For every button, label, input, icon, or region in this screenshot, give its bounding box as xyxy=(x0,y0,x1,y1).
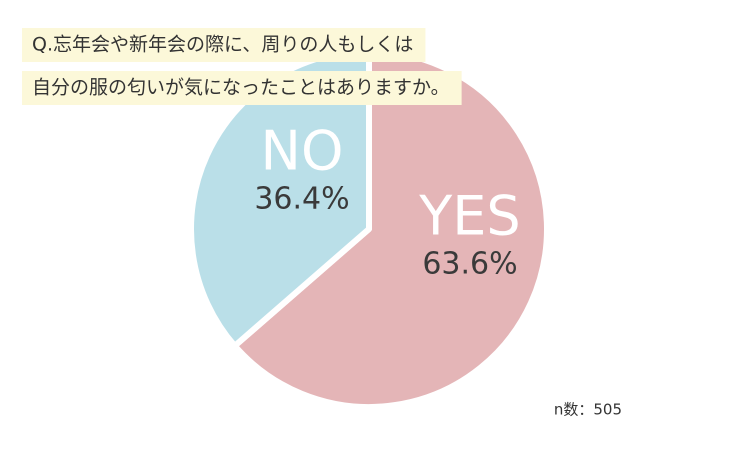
sample-size-note: n数：505 xyxy=(554,401,622,419)
slice-category-label: NO xyxy=(261,120,344,183)
chart-title: Q.忘年会や新年会の際に、周りの人もしくは xyxy=(32,34,413,56)
title-area: Q.忘年会や新年会の際に、周りの人もしくは自分の服の匂いが気になったことはありま… xyxy=(22,28,462,105)
pie-slice xyxy=(231,48,550,410)
slice-value-label: 63.6% xyxy=(422,247,517,282)
slice-category-label: YES xyxy=(418,185,520,248)
slice-value-label: 36.4% xyxy=(254,182,349,217)
chart-title: 自分の服の匂いが気になったことはありますか。 xyxy=(32,77,450,99)
title-background xyxy=(22,28,426,62)
title-background xyxy=(22,71,462,105)
